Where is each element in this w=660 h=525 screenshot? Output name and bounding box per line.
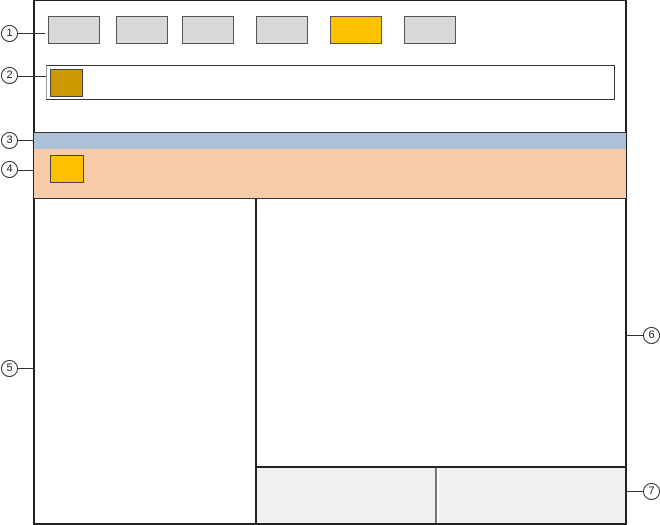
toolbar-button-1[interactable] (48, 16, 100, 44)
toolbar-button-4[interactable] (256, 16, 308, 44)
callout-line-2 (17, 76, 46, 77)
toolbar-button-3[interactable] (182, 16, 234, 44)
band-4 (34, 149, 626, 199)
callout-4: 4 (1, 161, 18, 178)
callout-line-3 (17, 140, 34, 141)
right-panel (256, 198, 626, 468)
callout-1: 1 (1, 25, 18, 42)
toolbar-button-2[interactable] (116, 16, 168, 44)
callout-line-7 (626, 491, 644, 492)
callout-3: 3 (1, 132, 18, 149)
callout-5: 5 (1, 360, 18, 377)
callout-line-4 (17, 170, 34, 171)
toolbar-button-6[interactable] (404, 16, 456, 44)
left-panel (34, 198, 257, 524)
band-3 (34, 132, 626, 150)
toolbar-button-active[interactable] (330, 16, 382, 44)
bottom-cell-right (439, 468, 625, 523)
callout-6: 6 (643, 327, 660, 344)
address-bar-icon (50, 69, 83, 97)
window-frame (33, 0, 627, 525)
callout-line-6 (626, 335, 644, 336)
callout-line-1 (17, 33, 45, 34)
callout-2: 2 (1, 67, 18, 84)
address-bar[interactable] (46, 65, 615, 100)
bottom-cell-left (257, 468, 437, 523)
band-4-icon[interactable] (50, 155, 84, 183)
callout-7: 7 (643, 483, 660, 500)
callout-line-5 (17, 368, 34, 369)
